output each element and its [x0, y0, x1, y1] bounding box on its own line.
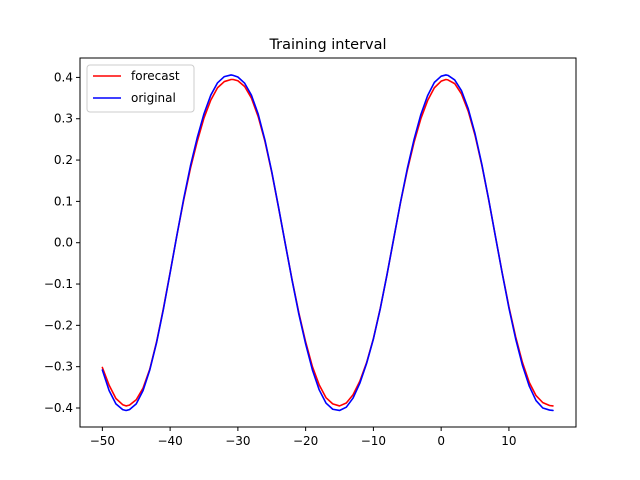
- x-tick-label: −30: [225, 434, 250, 448]
- y-tick-label: 0.1: [54, 194, 73, 208]
- x-tick-label: −50: [90, 434, 115, 448]
- chart-title: Training interval: [268, 37, 386, 53]
- y-tick-label: −0.4: [44, 401, 73, 415]
- y-tick-label: 0.3: [54, 112, 73, 126]
- plot-area: [101, 74, 554, 412]
- y-tick-label: −0.2: [44, 318, 73, 332]
- x-tick-label: 10: [501, 434, 516, 448]
- legend-original-label: original: [131, 91, 176, 105]
- x-tick-label: −10: [361, 434, 386, 448]
- legend-forecast-label: forecast: [131, 69, 180, 83]
- x-axis: −50 −40 −30 −20 −10 0 10: [90, 427, 517, 448]
- y-tick-label: 0.4: [54, 70, 73, 84]
- y-tick-label: −0.3: [44, 360, 73, 374]
- y-axis: −0.4 −0.3 −0.2 −0.1 0.0 0.1 0.2 0.3 0.4: [44, 70, 80, 415]
- x-tick-label: −40: [157, 434, 182, 448]
- y-tick-label: 0.2: [54, 153, 73, 167]
- x-tick-label: 0: [437, 434, 445, 448]
- x-tick-label: −20: [293, 434, 318, 448]
- y-tick-label: −0.1: [44, 277, 73, 291]
- legend: forecast original: [86, 64, 195, 113]
- series-line-original: [101, 74, 554, 412]
- y-tick-label: 0.0: [54, 236, 73, 250]
